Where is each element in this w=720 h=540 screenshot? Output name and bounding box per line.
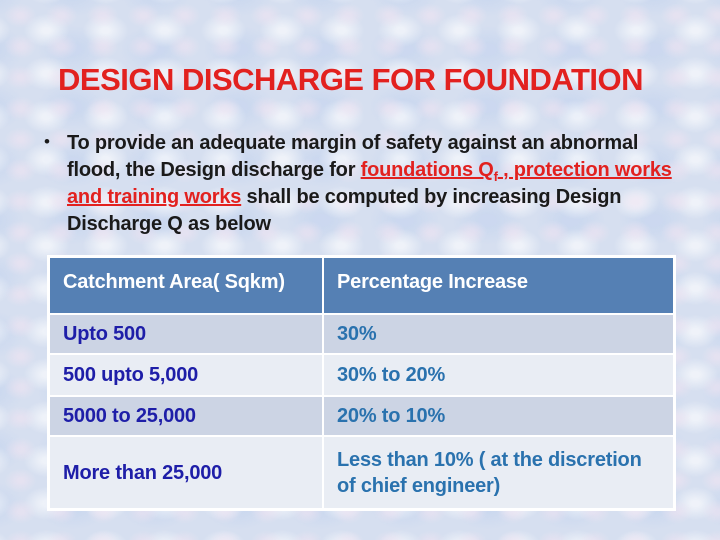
table-cell-percentage: 30% to 20%	[322, 353, 673, 395]
table-cell-percentage: Less than 10% ( at the discretion of chi…	[322, 435, 673, 508]
table-cell-percentage: 20% to 10%	[322, 395, 673, 435]
table-header-row: Catchment Area( Sqkm) Percentage Increas…	[50, 258, 673, 313]
table-cell-catchment: Upto 500	[50, 313, 322, 353]
highlighted-phrase: foundations Qf , protection works and tr…	[67, 159, 672, 208]
table: Catchment Area( Sqkm) Percentage Increas…	[50, 258, 673, 508]
table-row: Upto 500 30%	[50, 313, 673, 353]
percentage-increase-table: Catchment Area( Sqkm) Percentage Increas…	[47, 255, 676, 511]
highlight-rest-text: , protection works and training works	[67, 159, 672, 208]
paragraph-text: To provide an adequate margin of safety …	[67, 130, 673, 238]
table-cell-catchment: More than 25,000	[50, 435, 322, 508]
table-row: 500 upto 5,000 30% to 20%	[50, 353, 673, 395]
table-row: More than 25,000 Less than 10% ( at the …	[50, 435, 673, 508]
highlight-subscript: f	[493, 169, 498, 184]
table-cell-catchment: 5000 to 25,000	[50, 395, 322, 435]
bullet-marker: •	[44, 132, 50, 151]
paragraph-segment-before: To provide an adequate margin of safety …	[67, 132, 639, 181]
table-header-percentage-increase: Percentage Increase	[322, 258, 673, 313]
paragraph-segment-after: shall be computed by increasing Design D…	[67, 186, 622, 235]
highlight-main-text: foundations Q	[360, 159, 494, 181]
table-header-catchment-area: Catchment Area( Sqkm)	[50, 258, 322, 313]
table-cell-catchment: 500 upto 5,000	[50, 353, 322, 395]
slide-title: DESIGN DISCHARGE FOR FOUNDATION	[58, 62, 644, 97]
bullet-paragraph: • To provide an adequate margin of safet…	[44, 130, 674, 238]
table-cell-percentage: 30%	[322, 313, 673, 353]
table-row: 5000 to 25,000 20% to 10%	[50, 395, 673, 435]
